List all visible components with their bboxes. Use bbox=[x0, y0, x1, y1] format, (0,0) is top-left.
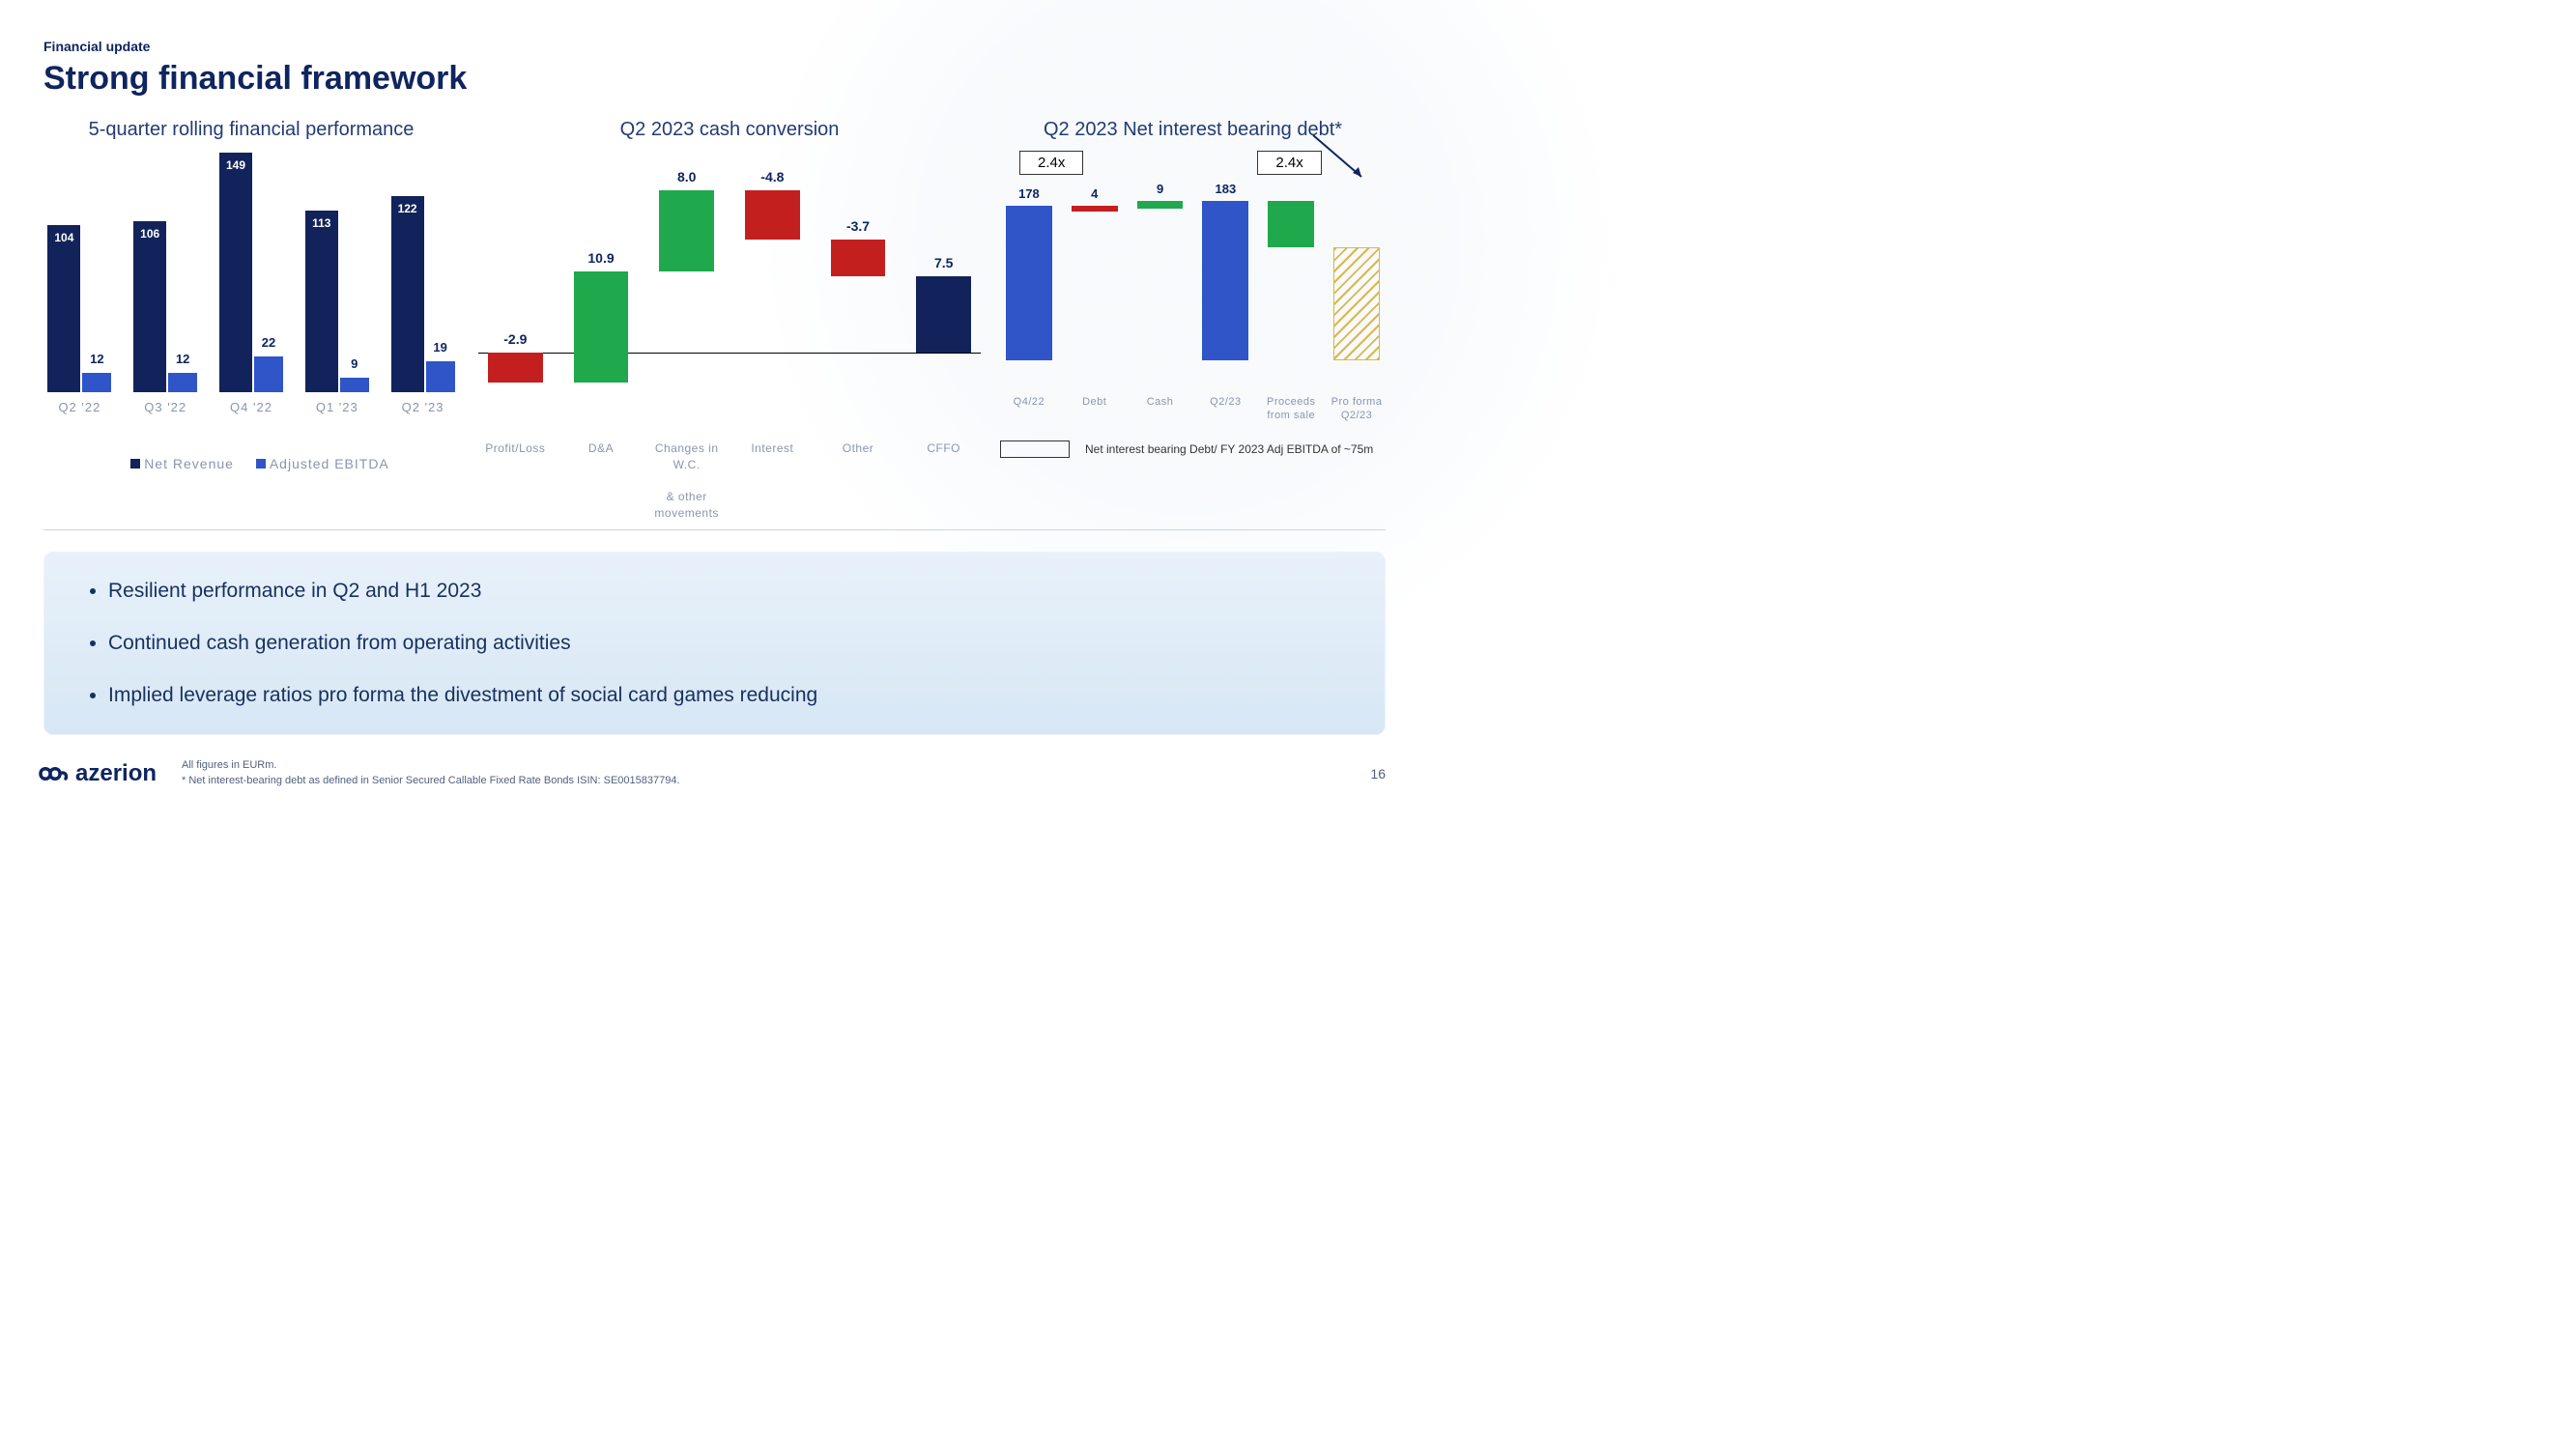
axis-label: Q1 '23 bbox=[301, 400, 373, 414]
chart3-footbox bbox=[1000, 440, 1070, 458]
axis-label: Q4 '22 bbox=[215, 400, 288, 414]
slide-content: Financial update Strong financial framew… bbox=[0, 0, 1429, 735]
slide-footer: azerion All figures in EURm. * Net inter… bbox=[37, 758, 1386, 788]
bar-ebitda: 9 bbox=[340, 378, 369, 392]
axis-label: Debt bbox=[1066, 395, 1124, 423]
axis-label: Changes in W.C.& other movements bbox=[649, 440, 724, 522]
debt-bar bbox=[1202, 201, 1248, 360]
chart1-xlabels: Q2 '22 Q3 '22 Q4 '22 Q1 '23 Q2 '23 bbox=[43, 400, 459, 414]
axis-label: Interest bbox=[735, 440, 810, 522]
chart2-title: Q2 2023 cash conversion bbox=[478, 119, 981, 141]
debt-value: 183 bbox=[1196, 182, 1254, 196]
waterfall-bar bbox=[488, 353, 543, 382]
bar-revenue: 104 bbox=[47, 225, 80, 392]
bar-ebitda: 19 bbox=[426, 361, 455, 392]
debt-value: 9 bbox=[1131, 182, 1189, 196]
brand-logo: azerion bbox=[37, 760, 157, 787]
waterfall-value: -4.8 bbox=[735, 169, 810, 185]
page-number: 16 bbox=[1370, 766, 1386, 781]
waterfall-bar bbox=[745, 190, 800, 239]
chart3-footer: Net interest bearing Debt/ FY 2023 Adj E… bbox=[1000, 440, 1386, 458]
debt-bar bbox=[1137, 201, 1184, 209]
bullet-item: Implied leverage ratios pro forma the di… bbox=[108, 684, 1338, 707]
brand-name: azerion bbox=[75, 760, 157, 787]
bullet-item: Resilient performance in Q2 and H1 2023 bbox=[108, 580, 1338, 603]
axis-label: D&A bbox=[564, 440, 639, 522]
chart1-title: 5-quarter rolling financial performance bbox=[43, 119, 459, 141]
logo-icon bbox=[37, 761, 70, 786]
bar-revenue: 149 bbox=[219, 153, 252, 392]
kpi-left: 2.4x bbox=[1019, 151, 1083, 175]
bar-revenue: 122 bbox=[391, 196, 424, 392]
bar-revenue: 106 bbox=[133, 221, 166, 392]
axis-label: Q2/23 bbox=[1196, 395, 1254, 423]
waterfall-value: -2.9 bbox=[478, 331, 553, 347]
charts-row: 5-quarter rolling financial performance … bbox=[43, 119, 1386, 530]
chart1-bars: 104121061214922113912219 bbox=[43, 151, 459, 392]
chart1-legend: Net Revenue Adjusted EBITDA bbox=[43, 456, 459, 471]
debt-value: 4 bbox=[1066, 186, 1124, 201]
legend-swatch-ebitda bbox=[256, 459, 266, 469]
debt-value: 178 bbox=[1000, 186, 1058, 201]
axis-label: Profit/Loss bbox=[478, 440, 553, 522]
chart-debt: Q2 2023 Net interest bearing debt* 2.4x … bbox=[1000, 119, 1386, 522]
waterfall-value: -3.7 bbox=[821, 218, 896, 234]
footer-line1: All figures in EURm. bbox=[182, 758, 680, 773]
debt-bar bbox=[1268, 201, 1314, 247]
legend-swatch-revenue bbox=[130, 459, 140, 469]
chart-performance: 5-quarter rolling financial performance … bbox=[43, 119, 459, 522]
bar-ebitda: 12 bbox=[168, 373, 197, 392]
debt-bar bbox=[1072, 206, 1118, 212]
axis-label: Pro formaQ2/23 bbox=[1328, 395, 1386, 423]
axis-label: Q2 '23 bbox=[386, 400, 459, 414]
legend-label-revenue: Net Revenue bbox=[144, 456, 234, 471]
waterfall-bar bbox=[574, 271, 629, 382]
footer-line2: * Net interest-bearing debt as defined i… bbox=[182, 774, 680, 788]
bar-revenue: 113 bbox=[305, 211, 338, 392]
footer-text: All figures in EURm. * Net interest-bear… bbox=[182, 758, 680, 788]
chart3-footnote: Net interest bearing Debt/ FY 2023 Adj E… bbox=[1085, 442, 1373, 456]
supertitle: Financial update bbox=[43, 39, 1386, 54]
legend-label-ebitda: Adjusted EBITDA bbox=[270, 456, 389, 471]
arrow-down-right-icon bbox=[1308, 130, 1376, 188]
axis-label: Proceedsfrom sale bbox=[1262, 395, 1320, 423]
axis-label: Cash bbox=[1131, 395, 1189, 423]
waterfall-value: 8.0 bbox=[649, 169, 724, 185]
chart3-bars: 17849183 bbox=[1000, 186, 1386, 360]
debt-bar bbox=[1333, 247, 1380, 360]
chart3-xlabels: Q4/22 DebtCashQ2/23 Proceedsfrom sale Pro f… bbox=[1000, 395, 1386, 423]
axis-label: Q4/22 bbox=[1000, 395, 1058, 423]
bullets-list: Resilient performance in Q2 and H1 2023 C… bbox=[43, 552, 1386, 735]
debt-bar bbox=[1006, 206, 1052, 360]
axis-label: Q3 '22 bbox=[129, 400, 202, 414]
axis-label: CFFO bbox=[906, 440, 981, 522]
axis-label: Other bbox=[821, 440, 896, 522]
bullet-item: Continued cash generation from operating… bbox=[108, 632, 1338, 655]
chart-cash-conversion: Q2 2023 cash conversion -2.910.98.0-4.8-… bbox=[478, 119, 981, 522]
page-title: Strong financial framework bbox=[43, 60, 1386, 98]
waterfall-value: 10.9 bbox=[564, 250, 639, 266]
waterfall-value: 7.5 bbox=[906, 255, 981, 270]
waterfall-bar bbox=[659, 190, 714, 271]
axis-label: Q2 '22 bbox=[43, 400, 116, 414]
waterfall-bar bbox=[831, 240, 886, 277]
chart2-bars: -2.9 10.9 8.0 -4.8 -3.7 7.5 bbox=[478, 160, 981, 392]
bar-ebitda: 22 bbox=[254, 356, 283, 392]
bar-ebitda: 12 bbox=[82, 373, 111, 392]
waterfall-bar bbox=[916, 276, 971, 353]
chart2-xlabels: Profit/LossD&AChanges in W.C.& other mov… bbox=[478, 440, 981, 522]
